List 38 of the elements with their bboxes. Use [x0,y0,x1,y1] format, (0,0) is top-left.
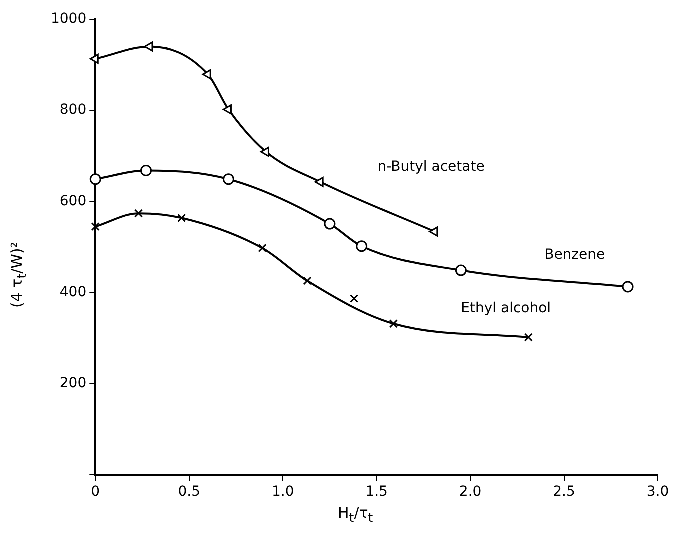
series-label: Benzene [544,247,606,264]
point [144,42,154,52]
point [303,276,312,286]
point [356,240,368,252]
point [524,333,533,342]
y-tick-label: 400 [60,284,87,301]
x-tick-label: 2.0 [459,484,482,500]
x-tick-label: 1.5 [366,484,388,500]
point [140,164,152,176]
x-tick-label: 0.5 [178,484,200,500]
point [260,146,270,158]
y-tick-label: 200 [60,376,87,392]
point [222,104,232,115]
point [389,320,398,328]
point [258,244,267,252]
point [90,174,102,186]
y-tick-label: 1000 [50,11,87,28]
x-tick-label: 0 [91,484,100,500]
x-axis-title: H$_{t}$/τ$_{t}$ [338,504,374,525]
point [202,69,212,80]
point [622,281,634,293]
point [455,264,467,276]
y-tick-label: 600 [60,193,87,210]
point [178,214,186,222]
x-tick-label: 2.5 [553,484,576,500]
point [90,54,99,64]
x-tick-label: 1.0 [272,484,294,500]
point [91,222,100,232]
point [429,226,438,237]
point [350,294,359,304]
point [222,174,234,186]
point [324,218,336,230]
x-tick-label: 3.0 [646,484,670,500]
point [134,209,144,218]
y-tick-label: 800 [60,102,87,118]
series-label: Ethyl alcohol [461,300,552,317]
point [314,177,324,188]
text: n-Butyl acetate [378,158,485,175]
